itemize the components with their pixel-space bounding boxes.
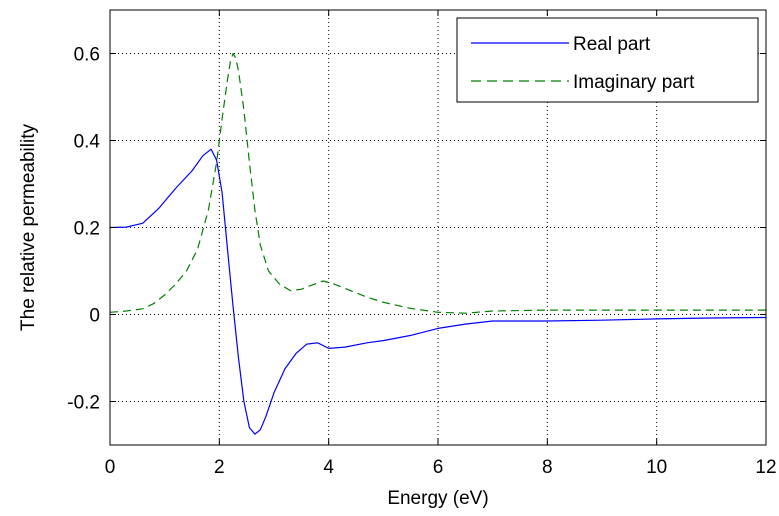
y-axis-label: The relative permeability — [18, 124, 39, 331]
axes-frame — [109, 9, 767, 446]
series-line-2 — [109, 52, 766, 314]
legend: Real part Imaginary part — [456, 17, 759, 103]
series-line-1 — [109, 148, 767, 435]
y-tick-label: 0.6 — [74, 45, 100, 66]
y-tick-label: 0.2 — [74, 219, 100, 240]
tick-labels: 0 2 4 6 8 10 12 -0.2 0 0.2 0.4 0.6 — [67, 45, 776, 479]
legend-label-1: Real part — [573, 34, 651, 55]
series-layer — [109, 52, 767, 435]
x-tick-label: 12 — [755, 457, 776, 478]
x-axis-label: Energy (eV) — [387, 488, 488, 509]
y-tick-label: 0 — [89, 306, 100, 327]
x-tick-label: 4 — [323, 457, 334, 478]
y-tick-label: -0.2 — [67, 393, 100, 414]
legend-box — [456, 17, 759, 103]
x-tick-label: 6 — [433, 457, 444, 478]
x-tick-label: 0 — [105, 457, 116, 478]
y-tick-label: 0.4 — [74, 132, 101, 153]
x-tick-label: 8 — [542, 457, 553, 478]
x-tick-label: 2 — [214, 457, 225, 478]
x-tick-label: 10 — [646, 457, 667, 478]
legend-label-2: Imaginary part — [573, 72, 695, 93]
